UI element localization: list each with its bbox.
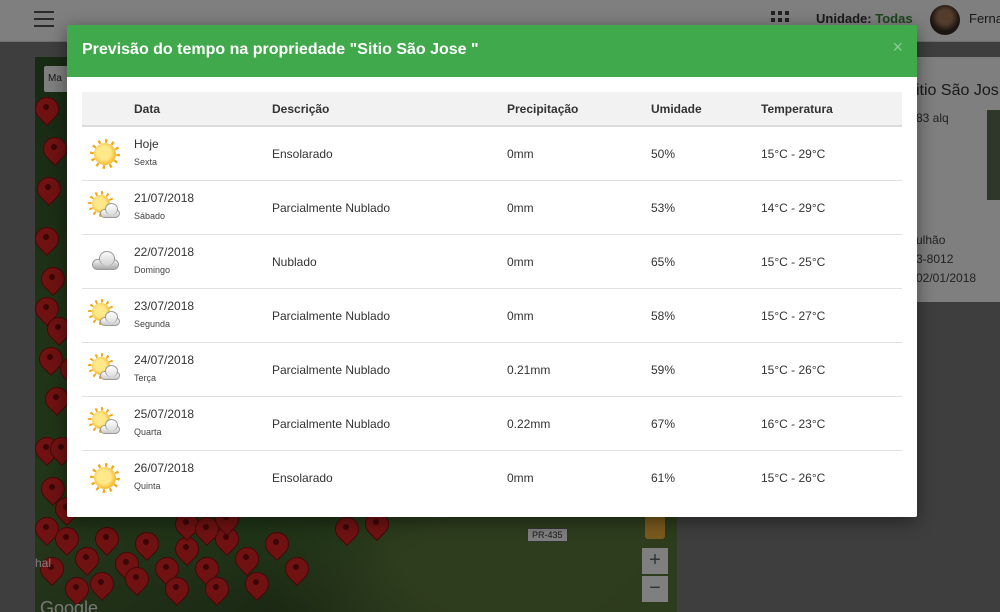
forecast-temperature: 15°C - 27°C: [761, 309, 826, 323]
forecast-humidity: 50%: [651, 147, 676, 161]
forecast-humidity: 65%: [651, 255, 676, 269]
forecast-table: Data Descrição Precipitação Umidade Temp…: [82, 92, 902, 505]
forecast-precipitation: 0mm: [507, 255, 534, 269]
forecast-precipitation: 0mm: [507, 309, 534, 323]
column-header-descricao: Descrição: [272, 102, 330, 116]
partly-cloudy-icon: [90, 194, 120, 222]
forecast-precipitation: 0.21mm: [507, 363, 551, 377]
cloudy-icon: [90, 248, 120, 276]
forecast-humidity: 58%: [651, 309, 676, 323]
column-header-data: Data: [134, 102, 161, 116]
column-header-precipitacao: Precipitação: [507, 102, 579, 116]
forecast-date: 21/07/2018: [134, 191, 195, 205]
forecast-description: Parcialmente Nublado: [272, 363, 391, 377]
forecast-humidity: 59%: [651, 363, 676, 377]
partly-cloudy-icon: [90, 356, 120, 384]
forecast-humidity: 61%: [651, 471, 676, 485]
table-row: 22/07/2018 Domingo Nublado 0mm 65% 15°C …: [82, 235, 902, 289]
table-row: Hoje Sexta Ensolarado 0mm 50% 15°C - 29°…: [82, 127, 902, 181]
sunny-icon: [90, 140, 120, 168]
modal-header: Previsão do tempo na propriedade "Sitio …: [67, 25, 917, 77]
forecast-weekday: Terça: [134, 373, 157, 383]
forecast-weekday: Sábado: [134, 211, 166, 221]
forecast-temperature: 15°C - 26°C: [761, 471, 826, 485]
partly-cloudy-icon: [90, 410, 120, 438]
forecast-description: Parcialmente Nublado: [272, 417, 391, 431]
forecast-weekday: Segunda: [134, 319, 171, 329]
forecast-description: Parcialmente Nublado: [272, 309, 391, 323]
forecast-temperature: 15°C - 25°C: [761, 255, 826, 269]
column-header-umidade: Umidade: [651, 102, 702, 116]
forecast-temperature: 16°C - 23°C: [761, 417, 826, 431]
sunny-icon: [90, 464, 120, 492]
forecast-date: 22/07/2018: [134, 245, 195, 259]
forecast-precipitation: 0mm: [507, 471, 534, 485]
forecast-date: 25/07/2018: [134, 407, 195, 421]
forecast-date: 24/07/2018: [134, 353, 195, 367]
forecast-weekday: Quinta: [134, 481, 161, 491]
table-row: 24/07/2018 Terça Parcialmente Nublado 0.…: [82, 343, 902, 397]
column-header-temperatura: Temperatura: [761, 102, 833, 116]
table-row: 25/07/2018 Quarta Parcialmente Nublado 0…: [82, 397, 902, 451]
forecast-date: 23/07/2018: [134, 299, 195, 313]
table-row: 23/07/2018 Segunda Parcialmente Nublado …: [82, 289, 902, 343]
table-row: 21/07/2018 Sábado Parcialmente Nublado 0…: [82, 181, 902, 235]
forecast-temperature: 14°C - 29°C: [761, 201, 826, 215]
table-header: Data Descrição Precipitação Umidade Temp…: [82, 92, 902, 127]
forecast-temperature: 15°C - 26°C: [761, 363, 826, 377]
forecast-date: Hoje: [134, 137, 159, 151]
forecast-date: 26/07/2018: [134, 461, 195, 475]
partly-cloudy-icon: [90, 302, 120, 330]
forecast-weekday: Quarta: [134, 427, 162, 437]
forecast-precipitation: 0mm: [507, 147, 534, 161]
forecast-description: Ensolarado: [272, 147, 333, 161]
forecast-temperature: 15°C - 29°C: [761, 147, 826, 161]
forecast-precipitation: 0.22mm: [507, 417, 551, 431]
weather-forecast-modal: Previsão do tempo na propriedade "Sitio …: [67, 25, 917, 517]
table-row: 26/07/2018 Quinta Ensolarado 0mm 61% 15°…: [82, 451, 902, 505]
forecast-weekday: Domingo: [134, 265, 171, 275]
modal-title: Previsão do tempo na propriedade "Sitio …: [82, 41, 479, 58]
forecast-description: Nublado: [272, 255, 317, 269]
forecast-description: Ensolarado: [272, 471, 333, 485]
forecast-description: Parcialmente Nublado: [272, 201, 391, 215]
close-button[interactable]: ×: [892, 37, 903, 57]
forecast-precipitation: 0mm: [507, 201, 534, 215]
forecast-humidity: 53%: [651, 201, 676, 215]
forecast-humidity: 67%: [651, 417, 676, 431]
forecast-weekday: Sexta: [134, 157, 158, 167]
